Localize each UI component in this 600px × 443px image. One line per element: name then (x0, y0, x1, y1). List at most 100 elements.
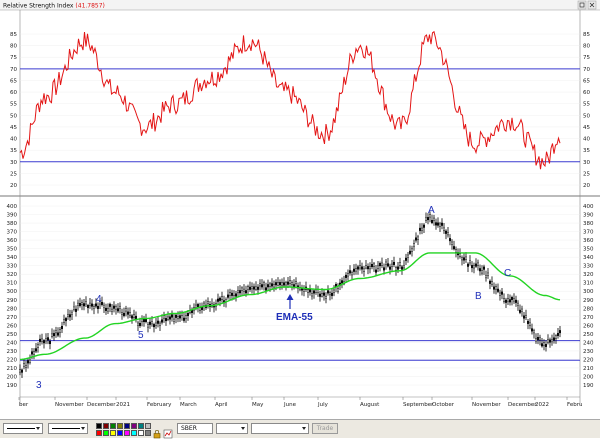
price-candle (325, 295, 328, 299)
price-candle (357, 266, 360, 270)
color-palette[interactable] (94, 420, 154, 438)
price-candle (200, 307, 203, 310)
price-candle (162, 315, 165, 319)
time-axis-label: March (180, 402, 197, 408)
price-candle (479, 268, 482, 272)
price-candle (403, 265, 406, 269)
palette-swatch[interactable] (117, 423, 123, 429)
price-candle (184, 315, 187, 319)
price-candle (100, 301, 103, 305)
price-candle (248, 286, 251, 290)
price-candle (485, 275, 488, 279)
price-candle (295, 281, 298, 285)
palette-swatch[interactable] (110, 423, 116, 429)
palette-swatch[interactable] (103, 423, 109, 429)
price-candle (47, 337, 50, 341)
palette-swatch[interactable] (145, 430, 151, 436)
price-candle (98, 301, 101, 305)
price-tick-label: 240 (583, 340, 594, 346)
price-candle (104, 307, 107, 311)
price-candle (349, 270, 352, 274)
wave-label-4: 5 (138, 330, 144, 341)
price-candle (206, 301, 209, 305)
price-candle (311, 293, 314, 297)
line-style-dropdown[interactable] (48, 423, 88, 434)
price-candle (128, 312, 131, 316)
price-candle (240, 287, 243, 291)
lock-icon[interactable] (152, 424, 162, 439)
palette-swatch[interactable] (131, 423, 137, 429)
rsi-tick-label: 70 (583, 67, 590, 73)
palette-swatch[interactable] (131, 430, 137, 436)
chart-background (0, 0, 600, 419)
price-candle (102, 304, 105, 308)
price-candle (351, 272, 354, 276)
price-tick-label: 310 (7, 281, 18, 287)
price-candle (160, 319, 163, 323)
palette-swatch[interactable] (117, 430, 123, 436)
time-axis-label: Febru (567, 402, 583, 408)
price-candle (150, 321, 153, 325)
price-candle (23, 363, 26, 367)
price-tick-label: 270 (7, 315, 18, 321)
price-candle (407, 254, 410, 258)
palette-swatch[interactable] (124, 430, 130, 436)
price-candle (441, 222, 444, 226)
palette-swatch[interactable] (138, 423, 144, 429)
timeframe-dropdown[interactable] (216, 423, 248, 434)
price-candle (220, 296, 223, 300)
palette-swatch[interactable] (103, 430, 109, 436)
price-candle (76, 302, 79, 306)
price-candle (361, 266, 364, 270)
price-tick-label: 190 (583, 383, 594, 389)
palette-swatch[interactable] (138, 430, 144, 436)
price-candle (29, 359, 32, 363)
panel-close-icon[interactable] (587, 0, 597, 10)
price-candle (321, 293, 324, 297)
price-level-lines (20, 340, 580, 361)
palette-swatch[interactable] (124, 423, 130, 429)
palette-swatch[interactable] (96, 423, 102, 429)
price-candle (275, 282, 278, 286)
price-candle (246, 286, 249, 290)
price-candle (425, 217, 428, 221)
price-candle (453, 246, 456, 250)
chart-canvas[interactable]: Relative Strength Index (41.7857) 85 85 80… (0, 0, 600, 419)
panel-maximize-icon[interactable] (577, 0, 587, 10)
price-candle (395, 267, 398, 271)
account-dropdown[interactable] (251, 423, 309, 434)
rsi-tick-label: 80 (10, 44, 17, 50)
price-candle (230, 292, 233, 296)
price-candle (555, 335, 558, 339)
chart-settings-icon[interactable] (163, 424, 173, 439)
price-candle (21, 369, 24, 373)
palette-swatch[interactable] (96, 430, 102, 436)
price-candle (43, 340, 46, 344)
price-candle (114, 306, 117, 310)
line-color-dropdown[interactable] (3, 423, 43, 434)
price-candle (347, 273, 350, 277)
price-candle (401, 266, 404, 270)
price-candle (519, 309, 522, 313)
price-candle (130, 315, 133, 319)
price-candle (39, 338, 42, 342)
price-candle (475, 263, 478, 267)
price-candle (491, 281, 494, 285)
bottom-toolbar: SBER Trade (0, 419, 600, 439)
price-candle (427, 217, 430, 221)
palette-swatch[interactable] (110, 430, 116, 436)
price-tick-label: 350 (7, 247, 18, 253)
price-candle (122, 312, 125, 316)
palette-swatch[interactable] (145, 423, 151, 429)
price-candle (313, 290, 316, 294)
price-tick-label: 220 (583, 357, 594, 363)
price-candle (529, 322, 532, 326)
price-tick-label: 250 (583, 332, 594, 338)
price-candle (531, 328, 534, 332)
price-candle (182, 317, 185, 321)
trade-button[interactable]: Trade (312, 423, 338, 434)
price-candle (337, 288, 340, 292)
symbol-input[interactable]: SBER (177, 423, 213, 434)
price-candle (64, 318, 67, 322)
